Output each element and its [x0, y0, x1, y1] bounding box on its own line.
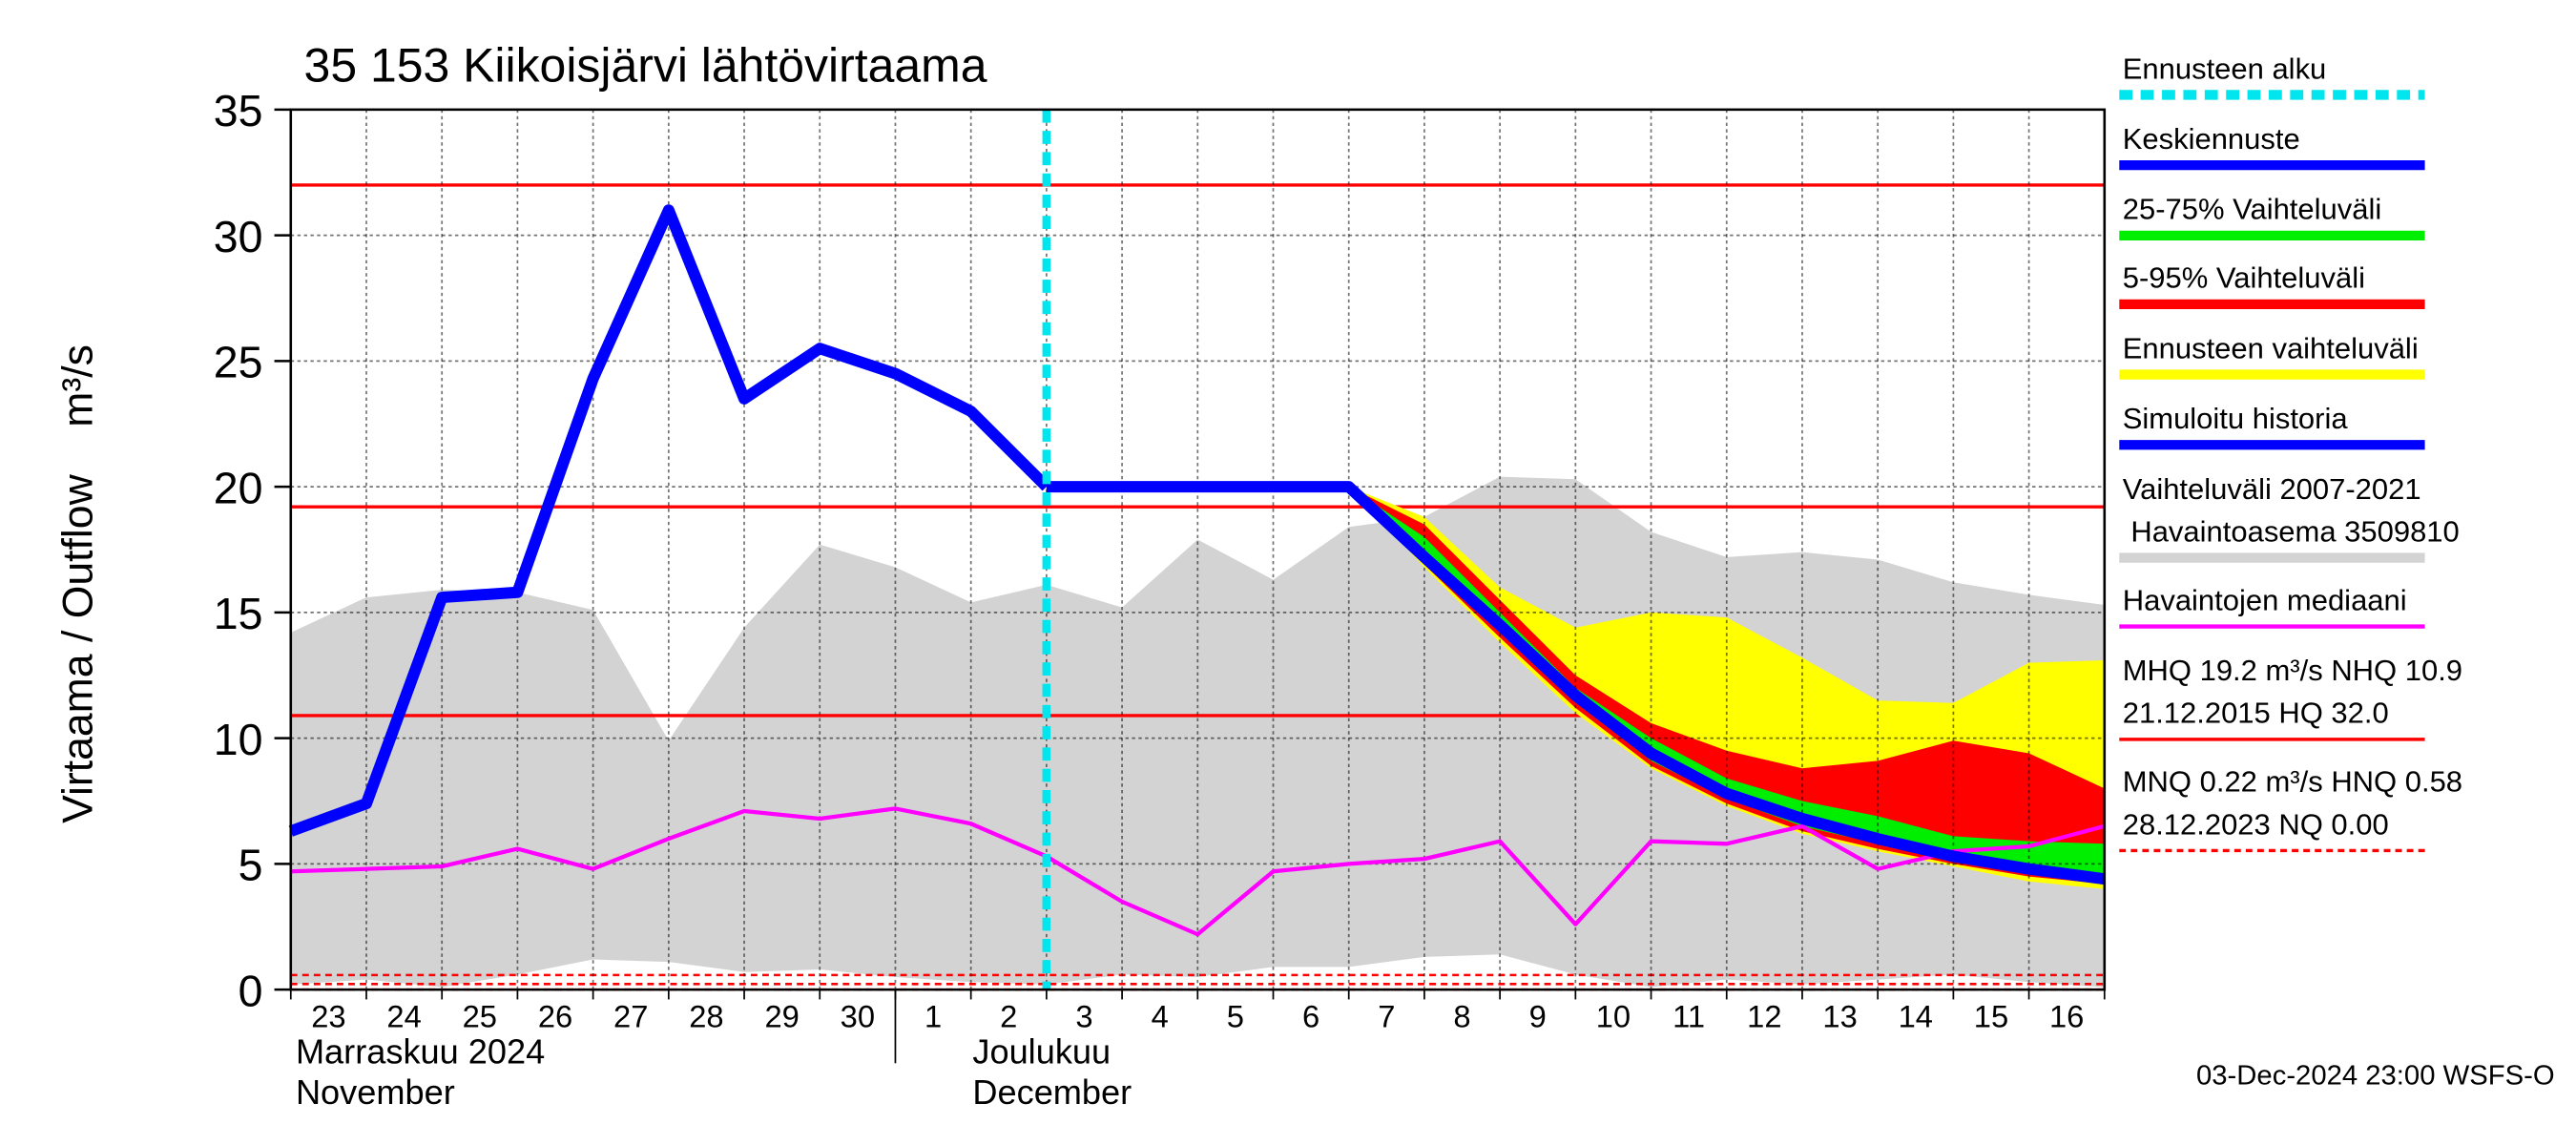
x-tick-label: 14 [1899, 999, 1933, 1034]
x-tick-label: 11 [1672, 999, 1705, 1034]
series-line [288, 204, 1051, 837]
legend-label: 25-75% Vaihteluväli [2123, 193, 2381, 226]
x-tick-label: 4 [1152, 999, 1169, 1034]
x-tick-label: 7 [1378, 999, 1395, 1034]
y-tick-label: 5 [239, 841, 263, 890]
legend-label: Havaintoasema 3509810 [2123, 514, 2460, 548]
legend-label: 21.12.2015 HQ 32.0 [2123, 697, 2389, 730]
x-tick-label: 24 [386, 999, 421, 1034]
x-tick-label: 13 [1822, 999, 1857, 1034]
x-tick-label: 30 [841, 999, 875, 1034]
legend-label: Vaihteluväli 2007-2021 [2123, 472, 2421, 506]
x-tick-label: 9 [1529, 999, 1547, 1034]
x-tick-label: 23 [311, 999, 345, 1034]
x-tick-label: 1 [924, 999, 942, 1034]
legend-label: MNQ 0.22 m³/s HNQ 0.58 [2123, 765, 2462, 799]
range-band [1348, 487, 2105, 882]
range-band [1348, 487, 2105, 885]
legend-label: MHQ 19.2 m³/s NHQ 10.9 [2123, 654, 2462, 687]
plot-frame [289, 108, 2107, 991]
y-tick-label: 30 [214, 212, 263, 261]
month-label: Joulukuu [972, 1031, 1111, 1071]
x-tick-label: 12 [1747, 999, 1781, 1034]
series-line [1046, 481, 2106, 885]
y-axis-label: Virtaama / Outflow m³/s [54, 344, 101, 823]
series-line [290, 806, 2106, 937]
chart-title: 35 153 Kiikoisjärvi lähtövirtaama [304, 39, 987, 93]
month-label: November [296, 1072, 455, 1112]
x-tick-label: 6 [1302, 999, 1319, 1034]
x-tick-label: 28 [689, 999, 723, 1034]
x-tick-label: 10 [1596, 999, 1631, 1034]
y-tick-label: 15 [214, 589, 263, 638]
y-tick-label: 20 [214, 463, 263, 512]
footer: 03-Dec-2024 23:00 WSFS-O [2196, 1061, 2555, 1092]
x-tick-label: 16 [2049, 999, 2084, 1034]
legend-label: 28.12.2023 NQ 0.00 [2123, 807, 2389, 841]
month-label: Marraskuu 2024 [296, 1031, 545, 1071]
month-label: December [972, 1072, 1132, 1112]
legend-label: Ennusteen vaihteluväli [2123, 331, 2419, 364]
y-tick-label: 35 [214, 86, 263, 135]
x-tick-label: 26 [538, 999, 572, 1034]
y-tick-label: 0 [239, 966, 263, 1015]
legend-label: 5-95% Vaihteluväli [2123, 261, 2365, 295]
x-tick-label: 3 [1075, 999, 1092, 1034]
x-tick-label: 5 [1227, 999, 1244, 1034]
x-tick-label: 15 [1974, 999, 2008, 1034]
legend-label: Ennusteen alku [2123, 52, 2327, 85]
x-tick-label: 29 [764, 999, 799, 1034]
x-tick-label: 2 [1000, 999, 1017, 1034]
x-tick-label: 25 [463, 999, 497, 1034]
legend-label: Havaintojen mediaani [2123, 583, 2407, 616]
x-tick-label: 27 [613, 999, 648, 1034]
x-tick-label: 8 [1453, 999, 1470, 1034]
y-tick-label: 10 [214, 715, 263, 764]
legend-label: Keskiennuste [2123, 122, 2300, 156]
legend-label: Simuloitu historia [2123, 402, 2349, 435]
y-tick-label: 25 [214, 338, 263, 387]
